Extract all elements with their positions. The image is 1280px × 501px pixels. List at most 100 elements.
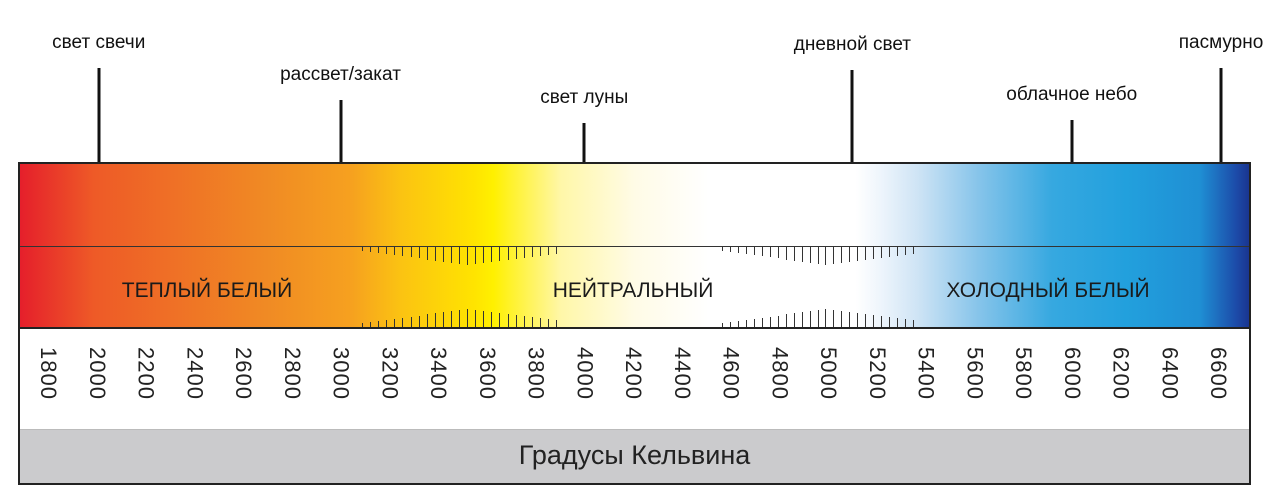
tick-mark	[865, 247, 867, 260]
tick-mark	[905, 247, 907, 255]
tick-mark	[394, 318, 396, 327]
tick-mark	[378, 247, 380, 254]
tick-mark	[897, 318, 899, 327]
tick-mark	[889, 247, 891, 257]
tick-mark	[442, 312, 444, 327]
kelvin-tick-label: 6000	[1059, 347, 1085, 400]
tick-mark	[450, 311, 452, 327]
tick-mark	[729, 321, 731, 327]
tick-mark	[833, 309, 835, 327]
tick-mark	[507, 314, 509, 327]
tick-mark	[913, 247, 914, 254]
tick-mark	[459, 247, 460, 264]
kelvin-tick-label: 4800	[767, 347, 793, 400]
tick-mark	[467, 309, 469, 327]
tick-mark	[833, 247, 835, 265]
tick-mark	[793, 313, 795, 327]
tick-mark	[426, 247, 428, 260]
tick-mark	[722, 247, 723, 252]
kelvin-tick-label: 6400	[1157, 347, 1183, 400]
footer-bar: Градусы Кельвина	[20, 429, 1249, 483]
marker-label: свет свечи	[52, 32, 146, 53]
kelvin-tick-label: 5600	[962, 347, 988, 400]
color-gradient-band: ТЕПЛЫЙ БЕЛЫЙ НЕЙТРАЛЬНЫЙ ХОЛОДНЫЙ БЕЛЫЙ	[20, 164, 1249, 329]
tick-mark	[849, 311, 851, 327]
tick-mark	[777, 247, 779, 259]
tick-mark	[523, 316, 525, 327]
tick-mark	[857, 247, 859, 261]
marker-line	[1219, 68, 1223, 206]
tick-mark	[402, 317, 404, 327]
tick-mark	[737, 247, 739, 254]
tick-mark	[523, 247, 525, 258]
kelvin-tick-label: 3600	[474, 347, 500, 400]
tick-mark	[434, 313, 436, 327]
tick-mark	[491, 311, 493, 327]
tick-mark	[556, 247, 557, 254]
footer-title: Градусы Кельвина	[518, 440, 751, 470]
tick-mark	[769, 247, 771, 258]
tick-mark	[531, 247, 533, 257]
tick-mark	[793, 247, 795, 261]
tick-mark	[410, 316, 412, 327]
marker-label: рассвет/закат	[280, 64, 401, 85]
tick-mark	[426, 314, 428, 327]
divider-line	[20, 246, 1249, 247]
tick-mark	[507, 247, 509, 260]
tick-mark	[410, 247, 412, 258]
tick-mark	[475, 247, 477, 265]
tick-mark	[809, 311, 811, 327]
kelvin-tick-label: 4200	[621, 347, 646, 400]
marker-line	[97, 68, 101, 206]
zone-warm-label: ТЕПЛЫЙ БЕЛЫЙ	[121, 279, 293, 302]
tick-mark	[865, 314, 867, 327]
tick-mark	[467, 247, 469, 265]
tick-mark	[386, 247, 388, 255]
kelvin-tick-label: 5000	[816, 347, 841, 400]
marker-line	[850, 70, 854, 206]
tick-mark	[547, 247, 549, 255]
tick-mark	[378, 320, 380, 327]
tick-mark	[825, 247, 827, 265]
tick-mark	[418, 315, 420, 327]
tick-mark	[370, 321, 372, 327]
kelvin-tick-label: 3200	[377, 347, 403, 400]
kelvin-tick-label: 3400	[426, 347, 451, 400]
tick-mark	[499, 247, 501, 261]
tick-mark	[539, 318, 541, 327]
tick-mark	[817, 310, 819, 327]
tick-mark	[777, 315, 779, 327]
kelvin-tick-label: 2400	[182, 347, 208, 400]
tick-mark	[753, 247, 755, 256]
kelvin-number-row: 1800 2000 2200 2400 2600 2800 3000 3200 3400 3600…	[20, 329, 1249, 430]
marker-label: облачное небо	[1006, 84, 1138, 105]
kelvin-tick-label: 6600	[1206, 347, 1231, 400]
tick-mark	[761, 247, 763, 257]
tick-mark	[531, 317, 533, 327]
kelvin-tick-label: 6200	[1108, 347, 1134, 400]
kelvin-tick-label: 5800	[1011, 347, 1036, 400]
tick-mark	[491, 247, 493, 263]
kelvin-tick-label: 4400	[669, 347, 695, 400]
kelvin-tick-label: 3000	[328, 347, 354, 400]
tick-mark	[515, 247, 517, 259]
tick-mark	[881, 247, 883, 258]
tick-mark	[499, 312, 501, 327]
kelvin-tick-label: 2000	[84, 347, 110, 400]
tick-mark	[849, 247, 851, 263]
tick-mark	[801, 247, 803, 262]
marker-label: пасмурно	[1178, 32, 1264, 53]
tick-mark	[873, 315, 875, 327]
tick-mark	[745, 319, 747, 327]
kelvin-tick-label: 5400	[913, 347, 939, 400]
tick-mark	[785, 247, 787, 260]
zone-neutral-label: НЕЙТРАЛЬНЫЙ	[552, 279, 714, 302]
tick-mark	[450, 247, 452, 263]
tick-mark	[841, 310, 843, 327]
tick-mark	[889, 317, 891, 327]
tick-mark	[475, 309, 477, 327]
tick-mark	[515, 315, 517, 327]
tick-mark	[841, 247, 843, 264]
tick-mark	[737, 320, 739, 327]
kelvin-tick-label: 1800	[36, 347, 61, 400]
